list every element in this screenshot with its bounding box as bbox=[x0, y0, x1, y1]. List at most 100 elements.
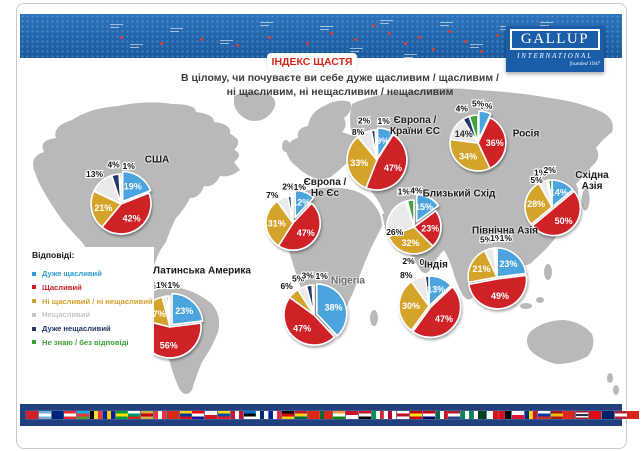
pie-label: 33% bbox=[350, 158, 368, 168]
tiny-text-placeholder bbox=[440, 22, 453, 23]
answers-legend: Відповіді: Дуже щасливий Щасливий Ні щасли… bbox=[28, 247, 154, 356]
pie-slice bbox=[496, 247, 527, 278]
pie-slice bbox=[468, 274, 528, 310]
pie-label: 1% bbox=[378, 116, 391, 126]
flag-argentina-icon bbox=[38, 411, 51, 419]
flag-france-icon bbox=[269, 411, 282, 419]
pie-slice bbox=[346, 136, 378, 189]
pie-slice bbox=[290, 195, 294, 224]
pie-label: 4% bbox=[410, 185, 423, 195]
pie-slice bbox=[357, 129, 378, 161]
survey-question-line1: В цілому, чи почуваєте ви себе дуже щасл… bbox=[181, 72, 499, 84]
pie-label: 9% bbox=[376, 136, 389, 146]
flag-usa-icon bbox=[614, 411, 627, 419]
pie-slice bbox=[494, 247, 498, 278]
flag-india-icon bbox=[333, 411, 346, 419]
flag-china-icon bbox=[166, 411, 179, 419]
pie-label: 4% bbox=[456, 104, 469, 114]
pie-label: 36% bbox=[486, 138, 504, 148]
tiny-text-placeholder bbox=[110, 26, 119, 28]
flag-vietnam-icon bbox=[627, 411, 640, 419]
flag-brazil-icon bbox=[115, 411, 128, 419]
flag-montenegro-icon bbox=[141, 411, 154, 419]
tiny-text-placeholder bbox=[170, 30, 179, 32]
pie-slice bbox=[546, 179, 553, 208]
flag-netherlands-icon bbox=[448, 411, 461, 419]
pie-label: 7% bbox=[266, 190, 279, 200]
flag-albania-icon bbox=[26, 411, 38, 419]
pie-label: 15% bbox=[415, 202, 433, 212]
uk bbox=[282, 140, 290, 152]
pie-slice bbox=[311, 284, 315, 316]
pie-slice bbox=[265, 200, 294, 247]
pie-label: 32% bbox=[401, 238, 419, 248]
flag-azerbaijan-icon bbox=[77, 411, 90, 419]
tiny-text-placeholder bbox=[350, 50, 359, 52]
flag-czech-republic-icon bbox=[205, 411, 218, 419]
indonesia-4 bbox=[536, 297, 544, 303]
legend-bullet-icon bbox=[32, 312, 36, 317]
pie-slice bbox=[283, 296, 336, 346]
tiny-text-placeholder bbox=[350, 48, 363, 49]
member-dot-icon bbox=[388, 32, 391, 35]
flag-estonia-icon bbox=[243, 411, 256, 419]
pie-slice bbox=[387, 226, 434, 255]
flag-belgium-icon bbox=[89, 411, 102, 419]
member-dot-icon bbox=[200, 38, 203, 41]
flag-bosnia-herzegovina-icon bbox=[102, 411, 115, 419]
pie-7 bbox=[398, 275, 462, 339]
pie-slice bbox=[412, 286, 462, 339]
pie-label: 5% bbox=[472, 99, 485, 109]
pie-slice bbox=[424, 275, 430, 307]
pie-4 bbox=[449, 110, 507, 172]
pie-label: 23% bbox=[421, 223, 439, 233]
pie-label: 50% bbox=[555, 216, 573, 226]
member-dot-icon bbox=[306, 42, 309, 45]
pie-label: 8% bbox=[400, 270, 413, 280]
pie-label: 5% bbox=[530, 175, 543, 185]
flag-japan-icon bbox=[384, 411, 397, 419]
pie-slice bbox=[386, 200, 415, 238]
survey-question: В цілому, чи почуваєте ви себе дуже щасл… bbox=[120, 71, 560, 99]
legend-item-label: Дуже нещасливий bbox=[42, 324, 111, 334]
flag-russia-icon bbox=[537, 411, 550, 419]
flag-north-macedonia-icon bbox=[409, 411, 422, 419]
pie-slice bbox=[121, 170, 152, 203]
legend-item-5: Не знаю / без відповіді bbox=[32, 338, 154, 347]
flag-papua-new-guinea-icon bbox=[499, 411, 512, 419]
legend-item-2: Ні щасливий / ні нещасливий bbox=[32, 297, 154, 306]
pie-9 bbox=[283, 283, 348, 346]
indonesia-3 bbox=[520, 303, 532, 309]
flag-pakistan-icon bbox=[473, 411, 486, 419]
flag-canada-icon bbox=[153, 411, 166, 419]
flag-australia-icon bbox=[51, 411, 64, 419]
pie-slice bbox=[404, 200, 415, 228]
pie-slice bbox=[468, 114, 479, 144]
member-dot-icon bbox=[464, 40, 467, 43]
africa bbox=[287, 187, 382, 330]
pie-label: 13% bbox=[86, 169, 103, 179]
pie-label: 28% bbox=[527, 199, 545, 209]
tiny-text-placeholder bbox=[470, 44, 483, 45]
pie-slice bbox=[118, 173, 122, 205]
new-zealand-south bbox=[613, 385, 619, 395]
pie-label: 1% bbox=[168, 280, 181, 290]
member-dot-icon bbox=[268, 36, 271, 39]
pie-label: 47% bbox=[297, 228, 315, 238]
pie-slice bbox=[449, 138, 491, 172]
pie-slice bbox=[449, 118, 479, 144]
pie-slice bbox=[167, 295, 171, 328]
flags-strip bbox=[20, 404, 640, 426]
legend-item-3: Нещасливий bbox=[32, 310, 154, 319]
pie-slice bbox=[477, 116, 507, 170]
pie-label: 47% bbox=[384, 163, 402, 173]
tiny-text-placeholder bbox=[470, 46, 479, 48]
pie-label: 26% bbox=[386, 227, 403, 237]
pie-slice bbox=[406, 199, 415, 228]
tiny-text-placeholder bbox=[260, 22, 273, 23]
legend-bullet-icon bbox=[32, 340, 36, 345]
pie-slice bbox=[161, 295, 171, 328]
pie-slice bbox=[547, 179, 553, 208]
new-zealand-north bbox=[607, 373, 613, 383]
pie-slice bbox=[531, 190, 582, 237]
